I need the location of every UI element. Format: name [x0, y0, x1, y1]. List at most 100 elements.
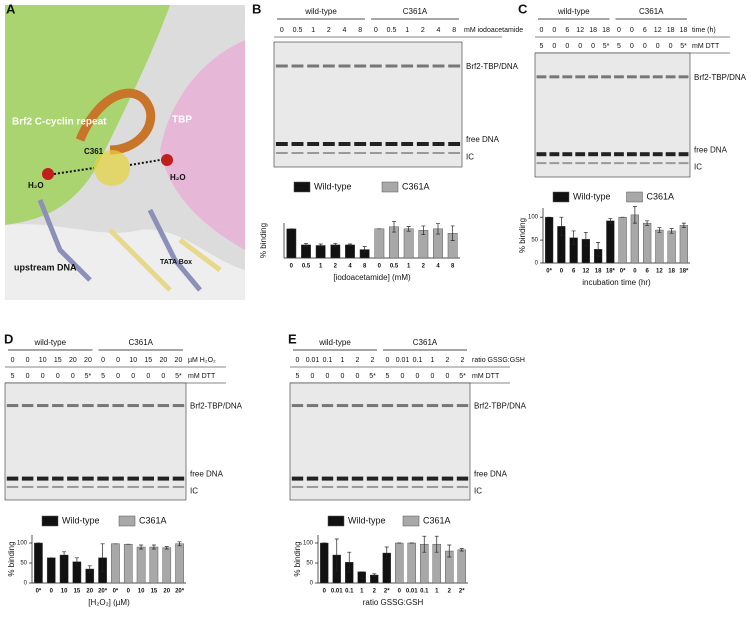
lane-label: 0 — [280, 27, 284, 34]
lane-label: 0 — [540, 27, 544, 34]
gel-band — [336, 404, 349, 408]
gel-band — [396, 476, 409, 481]
gel-band — [385, 142, 398, 146]
lane-label: 6 — [643, 27, 647, 34]
lane-label: 0 — [356, 373, 360, 380]
gel-band — [562, 162, 573, 165]
panel-letter: A — [6, 1, 16, 16]
x-tick-label: 0 — [560, 269, 564, 275]
x-tick-label: 12 — [583, 269, 590, 275]
legend-swatch — [626, 191, 643, 203]
bar — [123, 544, 133, 584]
gel-band — [97, 404, 109, 408]
lane-label: 1 — [431, 357, 435, 364]
sulfur-sphere — [94, 150, 130, 186]
lane-label: 2 — [327, 27, 331, 34]
gel-band — [6, 485, 19, 488]
legend-label: C361A — [402, 181, 430, 191]
gel-band — [441, 485, 454, 488]
y-axis-label: % binding — [518, 218, 527, 253]
legend-label: Wild-type — [348, 515, 386, 525]
error-bar — [384, 546, 389, 560]
lane-label: 0 — [416, 373, 420, 380]
x-tick-label: 2 — [373, 589, 377, 595]
lane-label: 2 — [421, 27, 425, 34]
band-label: free DNA — [466, 135, 500, 144]
gel-band — [336, 476, 349, 481]
gel-band — [52, 485, 64, 488]
lane-label: 1 — [311, 27, 315, 34]
gel-band — [575, 162, 586, 165]
gel-band — [157, 476, 170, 481]
structure-label: upstream DNA — [14, 262, 77, 272]
lane-label: 15 — [54, 357, 62, 364]
x-tick-label: 4 — [348, 264, 352, 270]
error-bar — [436, 223, 440, 235]
gel-band — [448, 142, 461, 146]
legend-label: C361A — [139, 515, 167, 525]
gel-band — [678, 152, 689, 157]
legend-swatch — [552, 191, 570, 203]
gel-band — [127, 485, 139, 488]
gel-band — [432, 142, 445, 146]
x-tick-label: 10 — [138, 589, 145, 595]
gel-band — [536, 152, 547, 157]
gel-band — [275, 152, 288, 154]
gel-band — [21, 485, 34, 488]
lane-label: 0 — [341, 373, 345, 380]
band-label: free DNA — [694, 145, 728, 154]
gel-band — [588, 75, 599, 79]
gel-band — [82, 476, 94, 481]
error-bar — [62, 551, 67, 559]
structure-label: H₂O — [170, 173, 186, 182]
gel-band — [291, 64, 304, 68]
gel-band — [322, 152, 335, 154]
lane-label: 0 — [643, 43, 647, 50]
lane-unit: mM iodoacetamide — [464, 27, 523, 34]
lane-label: 0 — [630, 27, 634, 34]
error-bar — [645, 220, 650, 226]
gel-band — [157, 485, 170, 488]
x-tick-label: 15 — [151, 589, 158, 595]
gel — [4, 382, 187, 501]
dna-sticks — [37, 199, 202, 292]
lane-label: 0 — [116, 373, 120, 380]
band-label: Brf2-TBP/DNA — [466, 62, 519, 71]
bar — [407, 542, 416, 584]
x-tick-label: 6 — [645, 269, 649, 275]
lane-label: 0.1 — [413, 357, 423, 364]
gel-band — [665, 162, 676, 165]
structure-label: TBP — [172, 115, 192, 126]
lane-label: 5 — [540, 43, 544, 50]
lane-label: 0 — [446, 373, 450, 380]
gel-band — [416, 142, 429, 146]
lane-label: 0 — [26, 357, 30, 364]
gel-band — [321, 485, 334, 488]
legend-swatch — [327, 515, 345, 527]
x-tick-label: 18* — [606, 269, 616, 275]
lane-label: 0 — [552, 27, 556, 34]
x-tick-label: 2 — [334, 264, 338, 270]
gel-band — [562, 152, 573, 157]
lane-label: 2 — [446, 357, 450, 364]
lane-label: 0 — [101, 357, 105, 364]
lane-label: 0 — [669, 43, 673, 50]
gel-band — [396, 404, 409, 408]
bar — [301, 244, 311, 259]
lane-unit: mM DTT — [472, 373, 500, 380]
gel-band — [381, 476, 394, 481]
structure-label: C361 — [84, 147, 104, 156]
structure-label: Brf2 C-cyclin repeat — [12, 117, 107, 128]
lane-label: 5 — [296, 373, 300, 380]
x-tick-label: 2* — [459, 589, 465, 595]
x-tick-label: 1 — [407, 264, 411, 270]
x-tick-label: 6 — [572, 269, 576, 275]
y-tick-label: 100 — [303, 541, 314, 547]
error-bar — [333, 243, 338, 247]
lane-label: 0 — [374, 27, 378, 34]
lane-label: 0 — [11, 357, 15, 364]
gel-band — [21, 476, 34, 481]
y-tick-label: 0 — [310, 581, 314, 587]
gel-band — [6, 404, 19, 408]
band-label: Brf2-TBP/DNA — [190, 402, 243, 411]
